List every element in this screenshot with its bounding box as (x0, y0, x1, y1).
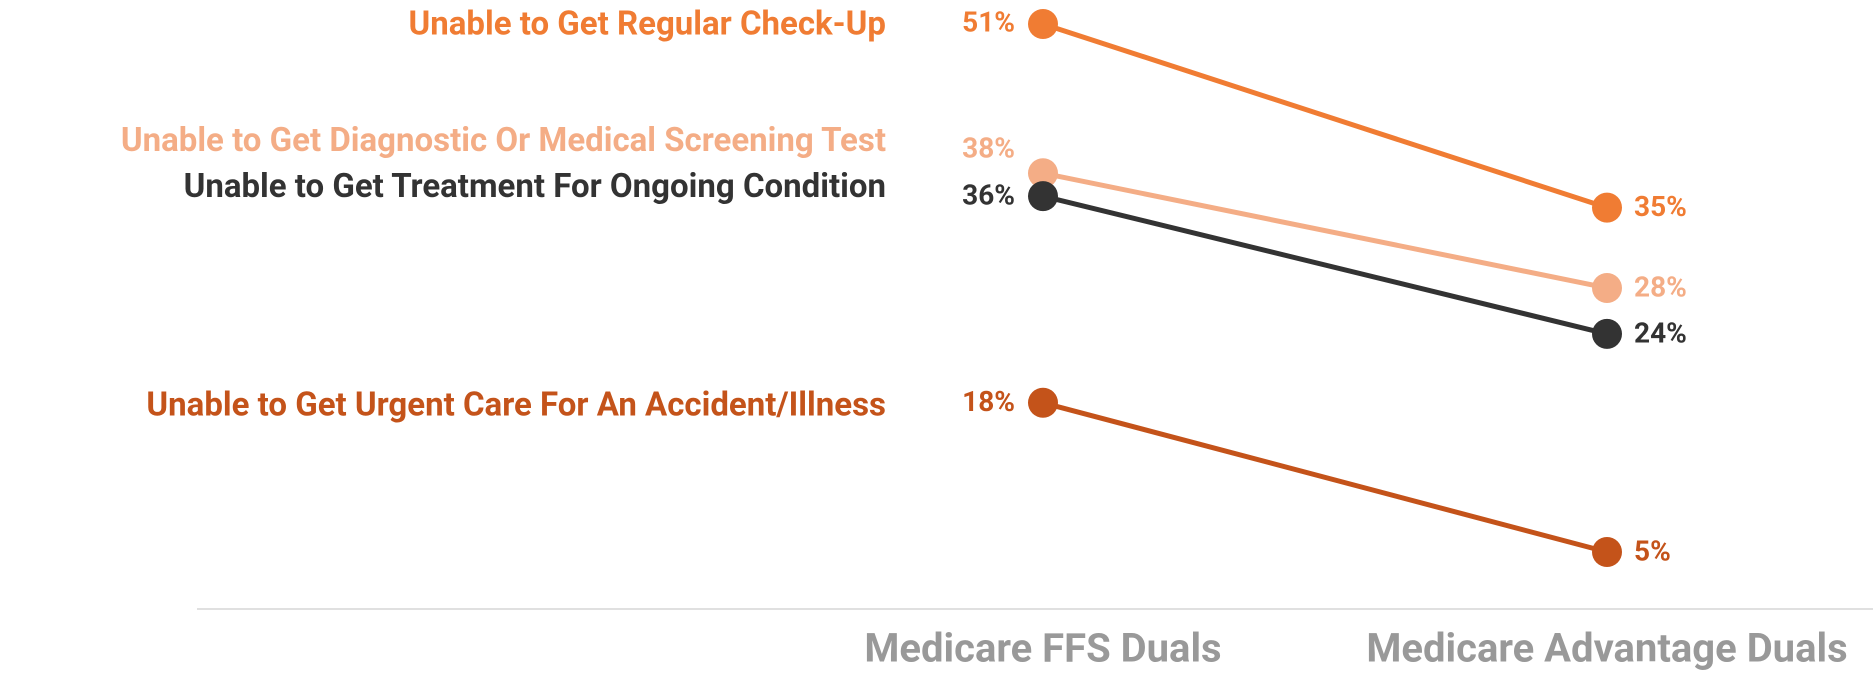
point (1028, 181, 1058, 212)
value-label: 24% (1634, 316, 1687, 349)
value-label: 28% (1634, 270, 1687, 303)
value-label: 18% (962, 385, 1015, 418)
point (1028, 8, 1058, 39)
slope-line (1042, 170, 1608, 291)
category-label: Medicare FFS Duals (864, 625, 1221, 672)
slope-line (1042, 193, 1608, 337)
series-name: Unable to Get Treatment For Ongoing Cond… (184, 167, 886, 206)
point (1028, 158, 1058, 189)
value-label: 38% (962, 132, 1015, 165)
value-label: 51% (962, 5, 1015, 38)
point (1592, 272, 1622, 303)
slope-line (1042, 21, 1608, 211)
category-label: Medicare Advantage Duals (1366, 625, 1847, 672)
value-label: 5% (1634, 534, 1671, 567)
value-label: 36% (962, 179, 1015, 212)
slope-line (1042, 400, 1608, 555)
series-name: Unable to Get Diagnostic Or Medical Scre… (121, 121, 886, 160)
series-name: Unable to Get Regular Check-Up (409, 5, 887, 44)
point (1592, 318, 1622, 349)
point (1592, 537, 1622, 568)
value-label: 35% (1634, 190, 1687, 223)
point (1592, 192, 1622, 223)
point (1028, 387, 1058, 418)
series-name: Unable to Get Urgent Care For An Acciden… (146, 385, 886, 424)
